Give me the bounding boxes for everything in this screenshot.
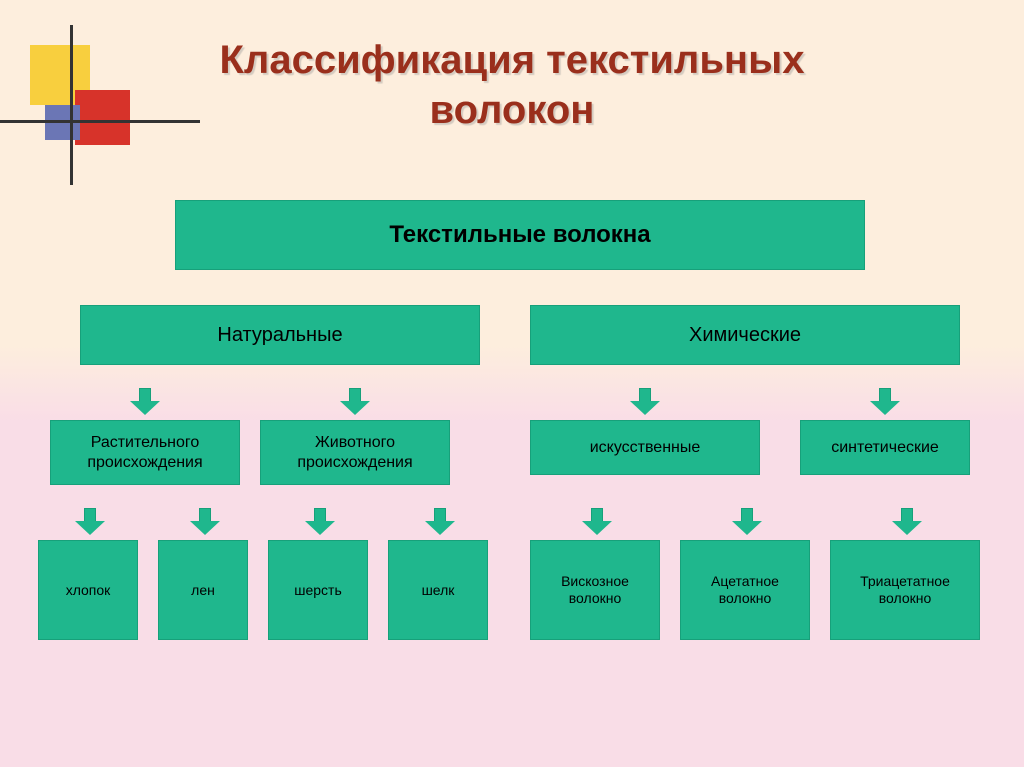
node-silk-label: шелк bbox=[422, 582, 455, 599]
title-line-2: волокон bbox=[430, 88, 595, 132]
arrow-down-icon bbox=[892, 508, 922, 536]
arrow-down-icon bbox=[425, 508, 455, 536]
node-acetate-label: Ацетатное волокно bbox=[687, 573, 803, 607]
node-wool-label: шерсть bbox=[294, 582, 342, 599]
node-triacetate-label: Триацетатное волокно bbox=[837, 573, 973, 607]
node-triacetate: Триацетатное волокно bbox=[830, 540, 980, 640]
arrow-down-icon bbox=[732, 508, 762, 536]
arrow-down-icon bbox=[190, 508, 220, 536]
arrow-down-icon bbox=[75, 508, 105, 536]
node-synthetic-label: синтетические bbox=[831, 438, 939, 457]
node-viscose: Вискозное волокно bbox=[530, 540, 660, 640]
node-chemical-label: Химические bbox=[689, 324, 801, 347]
arrow-down-icon bbox=[305, 508, 335, 536]
arrow-down-icon bbox=[130, 388, 160, 416]
node-wool: шерсть bbox=[268, 540, 368, 640]
slide-title: Классификация текстильных волокон bbox=[0, 35, 1024, 135]
node-artificial-label: искусственные bbox=[590, 438, 701, 457]
node-flax: лен bbox=[158, 540, 248, 640]
node-flax-label: лен bbox=[191, 582, 215, 599]
node-cotton: хлопок bbox=[38, 540, 138, 640]
arrow-down-icon bbox=[630, 388, 660, 416]
node-plant-label: Растительного происхождения bbox=[57, 433, 233, 471]
arrow-down-icon bbox=[870, 388, 900, 416]
node-silk: шелк bbox=[388, 540, 488, 640]
node-animal-label: Животного происхождения bbox=[267, 433, 443, 471]
node-acetate: Ацетатное волокно bbox=[680, 540, 810, 640]
node-synthetic: синтетические bbox=[800, 420, 970, 475]
title-line-1: Классификация текстильных bbox=[220, 38, 805, 82]
node-animal: Животного происхождения bbox=[260, 420, 450, 485]
node-cotton-label: хлопок bbox=[66, 582, 111, 599]
arrow-down-icon bbox=[340, 388, 370, 416]
node-natural: Натуральные bbox=[80, 305, 480, 365]
node-root: Текстильные волокна bbox=[175, 200, 865, 270]
arrow-down-icon bbox=[582, 508, 612, 536]
node-artificial: искусственные bbox=[530, 420, 760, 475]
node-plant: Растительного происхождения bbox=[50, 420, 240, 485]
node-root-label: Текстильные волокна bbox=[389, 221, 650, 249]
node-natural-label: Натуральные bbox=[217, 324, 342, 347]
node-chemical: Химические bbox=[530, 305, 960, 365]
node-viscose-label: Вискозное волокно bbox=[537, 573, 653, 607]
